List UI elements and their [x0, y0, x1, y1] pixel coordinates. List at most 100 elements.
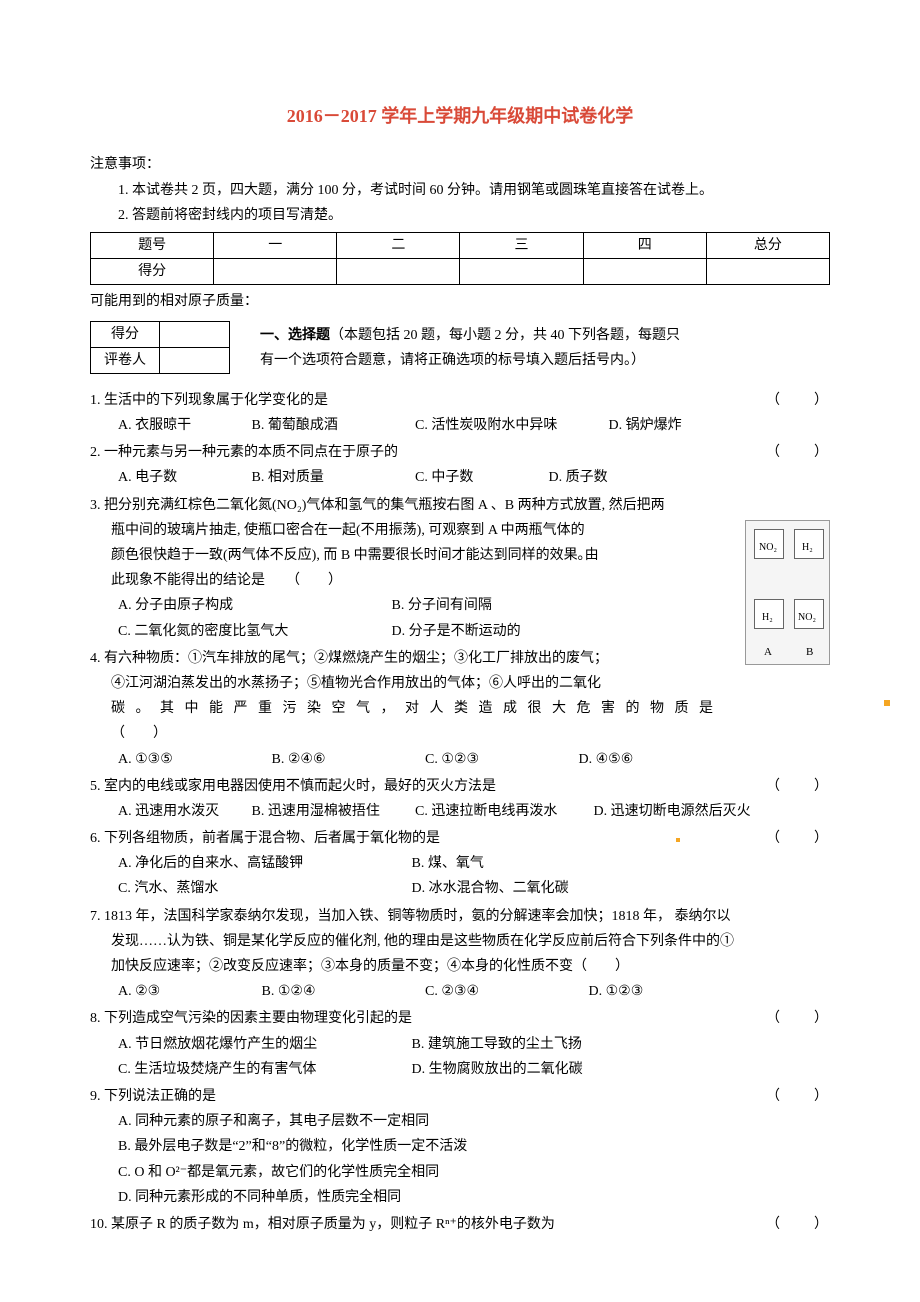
q3-stem-l2: 瓶中间的玻璃片抽走, 使瓶口密合在一起(不用振荡), 可观察到 A 中两瓶气体的: [90, 518, 830, 543]
q2-opt-a: A. 电子数: [118, 465, 248, 490]
q6-opt-b: B. 煤、氧气: [412, 851, 484, 876]
q4-stem-l3: 碳 。 其 中 能 严 重 污 染 空 气 ， 对 人 类 造 成 很 大 危 …: [90, 696, 830, 721]
q3-opt-c: C. 二氧化氮的密度比氢气大: [118, 619, 388, 644]
q7-opt-c: C. ②③④: [425, 979, 585, 1004]
question-3: 3. 把分别充满红棕色二氧化氮(NO₂)气体和氢气的集气瓶按右图 A 、B 两种…: [90, 493, 830, 644]
fig-label-h2: H₂: [802, 539, 813, 557]
grader-score-label: 得分: [91, 321, 160, 347]
question-9: 9. 下列说法正确的是（ ） A. 同种元素的原子和离子，其电子层数不一定相同 …: [90, 1084, 830, 1210]
q1-opt-c: C. 活性炭吸附水中异味: [415, 413, 605, 438]
fig-cap-a: A: [764, 643, 772, 663]
q7-stem-l2: 发现……认为铁、铜是某化学反应的催化剂, 他的理由是这些物质在化学反应前后符合下…: [90, 929, 830, 954]
q8-opt-c: C. 生活垃圾焚烧产生的有害气体: [118, 1057, 408, 1082]
question-4: 4. 有六种物质：①汽车排放的尾气；②煤燃烧产生的烟尘；③化工厂排放出的废气； …: [90, 646, 830, 772]
q5-opt-a: A. 迅速用水泼灭: [118, 799, 248, 824]
answer-paren: （ ）: [766, 440, 830, 465]
score-cell: [214, 259, 337, 285]
answer-paren: （ ）: [766, 388, 830, 413]
q3-opt-b: B. 分子间有间隔: [392, 593, 492, 618]
question-2: 2. 一种元素与另一种元素的本质不同点在于原子的（ ） A. 电子数 B. 相对…: [90, 440, 830, 490]
grader-name-cell: [160, 347, 230, 373]
q3-figure: NO₂ H₂ H₂ NO₂ A B: [745, 520, 830, 665]
score-header-cell: 总分: [706, 232, 829, 258]
notice-label: 注意事项：: [90, 152, 830, 177]
q5-opt-c: C. 迅速拉断电线再泼水: [415, 799, 590, 824]
q8-opt-d: D. 生物腐败放出的二氧化碳: [412, 1057, 583, 1082]
q3-opt-d: D. 分子是不断运动的: [392, 619, 521, 644]
score-header-cell: 二: [337, 232, 460, 258]
score-header-cell: 四: [583, 232, 706, 258]
q4-stem-l2: ④江河湖泊蒸发出的水蒸扬子；⑤植物光合作用放出的气体；⑥人呼出的二氧化: [90, 671, 830, 696]
score-header-cell: 三: [460, 232, 583, 258]
q3-opt-a: A. 分子由原子构成: [118, 593, 388, 618]
q7-opt-a: A. ②③: [118, 979, 258, 1004]
q9-opt-b: B. 最外层电子数是“2”和“8”的微粒，化学性质一定不活泼: [90, 1134, 830, 1159]
atomic-mass-label: 可能用到的相对原子质量：: [90, 289, 830, 314]
q1-opt-d: D. 锅炉爆炸: [609, 413, 682, 438]
q1-opt-a: A. 衣服晾干: [118, 413, 248, 438]
q6-stem: 6. 下列各组物质，前者属于混合物、后者属于氧化物的是: [90, 826, 766, 851]
q6-opt-a: A. 净化后的自来水、高锰酸钾: [118, 851, 408, 876]
q7-stem-l3: 加快反应速率；②改变反应速率；③本身的质量不变；④本身的化性质不变（ ）: [90, 954, 830, 979]
score-cell: 得分: [91, 259, 214, 285]
q1-opt-b: B. 葡萄酿成酒: [252, 413, 412, 438]
score-cell: [460, 259, 583, 285]
q10-stem: 10. 某原子 R 的质子数为 m，相对原子质量为 y，则粒子 Rⁿ⁺的核外电子…: [90, 1212, 766, 1237]
q9-opt-d: D. 同种元素形成的不同种单质，性质完全相同: [90, 1185, 830, 1210]
q2-stem: 2. 一种元素与另一种元素的本质不同点在于原子的: [90, 440, 766, 465]
q4-stem-l1: 4. 有六种物质：①汽车排放的尾气；②煤燃烧产生的烟尘；③化工厂排放出的废气；: [90, 646, 830, 671]
section-title: 一、选择题: [260, 328, 330, 343]
table-row: 题号 一 二 三 四 总分: [91, 232, 830, 258]
fig-cap-b: B: [806, 643, 813, 663]
q5-opt-d: D. 迅速切断电源然后灭火: [594, 799, 751, 824]
q8-opt-b: B. 建筑施工导致的尘土飞扬: [412, 1032, 582, 1057]
table-row: 得分: [91, 259, 830, 285]
q4-stem-l4: （ ）: [90, 721, 830, 746]
question-10: 10. 某原子 R 的质子数为 m，相对原子质量为 y，则粒子 Rⁿ⁺的核外电子…: [90, 1212, 830, 1237]
question-8: 8. 下列造成空气污染的因素主要由物理变化引起的是（ ） A. 节日燃放烟花爆竹…: [90, 1006, 830, 1082]
q4-opt-a: A. ①③⑤: [118, 747, 268, 772]
answer-paren: （ ）: [766, 1212, 830, 1237]
score-header-cell: 题号: [91, 232, 214, 258]
section-heading: 一、选择题（本题包括 20 题，每小题 2 分，共 40 下列各题，每题只 有一…: [260, 321, 680, 373]
q4-opt-b: B. ②④⑥: [272, 747, 422, 772]
q3-stem-l4: 此现象不能得出的结论是 （ ）: [90, 568, 830, 593]
score-header-cell: 一: [214, 232, 337, 258]
answer-paren: （ ）: [766, 826, 830, 851]
q1-stem: 1. 生活中的下列现象属于化学变化的是: [90, 388, 766, 413]
q7-stem-l1: 7. 1813 年，法国科学家泰纳尔发现，当加入铁、铜等物质时，氨的分解速率会加…: [90, 904, 830, 929]
page-title: 2016－2017 学年上学期九年级期中试卷化学: [90, 100, 830, 132]
q8-stem: 8. 下列造成空气污染的因素主要由物理变化引起的是: [90, 1006, 766, 1031]
watermark-icon: [884, 700, 890, 706]
grader-table: 得分 评卷人: [90, 321, 230, 374]
score-cell: [583, 259, 706, 285]
answer-paren: （ ）: [766, 1084, 830, 1109]
answer-paren: （ ）: [766, 774, 830, 799]
answer-paren: （ ）: [766, 1006, 830, 1031]
notice-item-2: 2. 答题前将密封线内的项目写清楚。: [90, 203, 830, 228]
fig-label-h2-2: H₂: [762, 609, 773, 627]
section-desc-1: （本题包括 20 题，每小题 2 分，共 40 下列各题，每题只: [330, 328, 680, 343]
q2-opt-b: B. 相对质量: [252, 465, 412, 490]
grader-name-label: 评卷人: [91, 347, 160, 373]
q6-opt-d: D. 冰水混合物、二氧化碳: [412, 876, 569, 901]
question-1: 1. 生活中的下列现象属于化学变化的是（ ） A. 衣服晾干 B. 葡萄酿成酒 …: [90, 388, 830, 438]
score-cell: [706, 259, 829, 285]
q9-opt-c: C. O 和 O²⁻都是氧元素，故它们的化学性质完全相同: [90, 1160, 830, 1185]
q3-stem-l3: 颜色很快趋于一致(两气体不反应), 而 B 中需要很长时间才能达到同样的效果｡由: [90, 543, 830, 568]
watermark-icon: [676, 838, 680, 842]
q7-opt-b: B. ①②④: [262, 979, 422, 1004]
q7-opt-d: D. ①②③: [589, 979, 644, 1004]
notice-item-1: 1. 本试卷共 2 页，四大题，满分 100 分，考试时间 60 分钟。请用钢笔…: [90, 178, 830, 203]
question-5: 5. 室内的电线或家用电器因使用不慎而起火时，最好的灭火方法是（ ） A. 迅速…: [90, 774, 830, 824]
section-desc-2: 有一个选项符合题意，请将正确选项的标号填入题后括号内。）: [260, 353, 645, 368]
q9-opt-a: A. 同种元素的原子和离子，其电子层数不一定相同: [90, 1109, 830, 1134]
question-6: 6. 下列各组物质，前者属于混合物、后者属于氧化物的是（ ） A. 净化后的自来…: [90, 826, 830, 902]
q5-opt-b: B. 迅速用湿棉被捂住: [252, 799, 412, 824]
fig-label-no2: NO₂: [759, 539, 777, 557]
question-7: 7. 1813 年，法国科学家泰纳尔发现，当加入铁、铜等物质时，氨的分解速率会加…: [90, 904, 830, 1005]
q2-opt-d: D. 质子数: [549, 465, 608, 490]
grader-score-cell: [160, 321, 230, 347]
score-cell: [337, 259, 460, 285]
q8-opt-a: A. 节日燃放烟花爆竹产生的烟尘: [118, 1032, 408, 1057]
